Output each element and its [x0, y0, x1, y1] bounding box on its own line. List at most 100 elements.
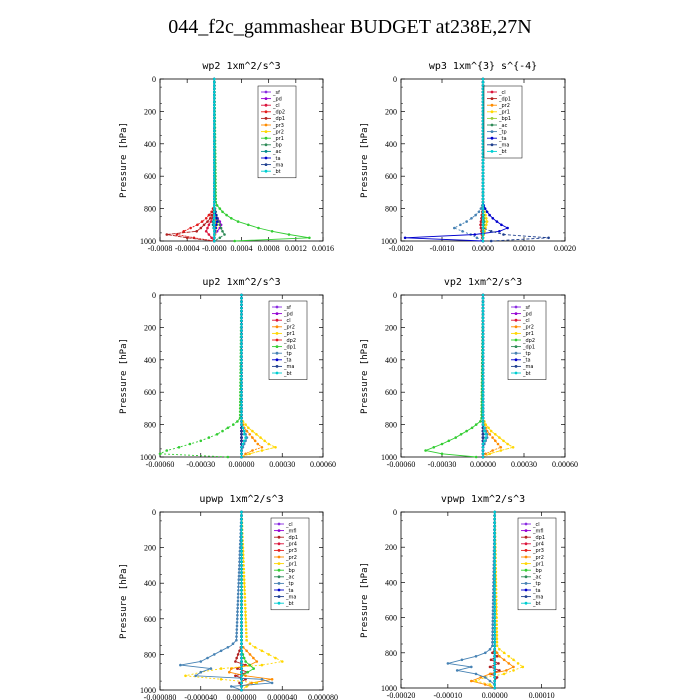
- plot-frame: [400, 511, 566, 689]
- series-marker: [238, 564, 241, 567]
- y-tick-label: 0: [152, 291, 156, 300]
- series-marker: [460, 658, 464, 662]
- legend-label: _pr3: [532, 548, 544, 554]
- legend-marker: [524, 588, 528, 592]
- series-marker: [240, 592, 243, 596]
- legend-label: _ma: [498, 143, 509, 149]
- y-tick-label: 1000: [381, 237, 397, 246]
- series-marker: [213, 145, 216, 149]
- legend-marker: [264, 136, 268, 140]
- series-marker: [512, 658, 515, 662]
- series-marker: [270, 678, 274, 681]
- series-marker: [213, 77, 216, 81]
- series-marker: [481, 319, 485, 323]
- series-marker: [483, 429, 486, 433]
- series-marker: [248, 433, 251, 436]
- series-marker: [245, 638, 248, 642]
- legend-marker: [275, 332, 279, 335]
- x-tick-label: 0.000080: [308, 693, 338, 700]
- x-tick-label: 0.0008: [258, 244, 280, 253]
- series-marker: [240, 381, 243, 384]
- series-marker: [481, 220, 485, 223]
- series-marker: [242, 571, 246, 574]
- series-marker: [240, 316, 243, 320]
- series-marker: [240, 670, 243, 674]
- series-marker: [491, 217, 495, 220]
- series-marker: [502, 672, 506, 676]
- series-line: [175, 79, 215, 242]
- series-marker: [235, 656, 238, 660]
- series-marker: [493, 510, 497, 514]
- series-marker: [481, 217, 485, 220]
- legend-label: _tp: [532, 581, 541, 587]
- series-marker: [240, 407, 243, 410]
- series-marker: [200, 220, 204, 223]
- series-marker: [235, 638, 238, 642]
- series-marker: [481, 239, 485, 243]
- series-marker: [500, 223, 503, 227]
- series-marker: [213, 152, 216, 155]
- series-line: [228, 512, 273, 690]
- series-marker: [481, 233, 485, 236]
- series-marker: [481, 449, 485, 452]
- series-marker: [240, 649, 243, 653]
- series-marker: [213, 233, 216, 236]
- series-line: [241, 512, 255, 690]
- series-marker: [494, 433, 497, 436]
- series-marker: [253, 646, 257, 649]
- y-tick-label: 800: [144, 650, 156, 659]
- series-marker: [484, 436, 488, 439]
- chart-panel: wp2 1xm^2/s^3 Pressure [hPa] 0 200 400 600 800…: [119, 61, 334, 253]
- series-marker: [493, 528, 497, 531]
- series-marker: [484, 423, 488, 426]
- series-marker: [493, 672, 497, 676]
- series-marker: [213, 239, 216, 243]
- series-marker: [497, 662, 500, 665]
- series-marker: [470, 426, 474, 430]
- y-tick-label: 0: [152, 75, 156, 84]
- series-marker: [481, 416, 485, 420]
- series-marker: [465, 429, 468, 433]
- series-marker: [240, 524, 243, 528]
- y-tick-label: 600: [385, 614, 397, 623]
- series-marker: [240, 374, 243, 378]
- series-marker: [213, 171, 216, 175]
- series-marker: [240, 564, 243, 567]
- series-marker: [493, 517, 497, 521]
- series-marker: [459, 223, 462, 227]
- series-marker: [213, 87, 216, 90]
- series-marker: [213, 103, 216, 107]
- series-marker: [237, 571, 241, 574]
- series-marker: [484, 676, 487, 679]
- series-marker: [213, 210, 216, 214]
- series-marker: [165, 449, 169, 452]
- legend-label: _pr4: [285, 542, 297, 548]
- series-marker: [243, 603, 247, 606]
- series-marker: [237, 581, 240, 585]
- series-marker: [493, 591, 497, 595]
- panel-title: vp2 1xm^2/s^3: [444, 277, 522, 288]
- series-marker: [240, 390, 243, 394]
- legend-label: _dp2: [272, 110, 285, 116]
- series-marker: [204, 217, 208, 220]
- legend-label: _ta: [272, 156, 281, 162]
- legend-marker: [490, 130, 494, 134]
- y-tick-label: 600: [385, 388, 397, 397]
- y-tick-label: 200: [144, 107, 156, 116]
- series-marker: [253, 439, 257, 443]
- series-marker: [245, 649, 248, 653]
- series-marker: [481, 191, 485, 194]
- series-marker: [251, 429, 254, 433]
- series-marker: [511, 446, 515, 449]
- series-marker: [440, 442, 444, 446]
- series-marker: [240, 410, 243, 413]
- series-marker: [240, 335, 243, 339]
- series-marker: [502, 233, 505, 236]
- series-marker: [491, 633, 494, 637]
- series-marker: [236, 610, 239, 613]
- series-marker: [242, 560, 245, 564]
- figure-title: 044_f2c_gammashear BUDGET at238E,27N: [168, 16, 532, 38]
- series-marker: [516, 662, 520, 665]
- series-marker: [488, 433, 492, 436]
- legend-marker: [264, 110, 268, 114]
